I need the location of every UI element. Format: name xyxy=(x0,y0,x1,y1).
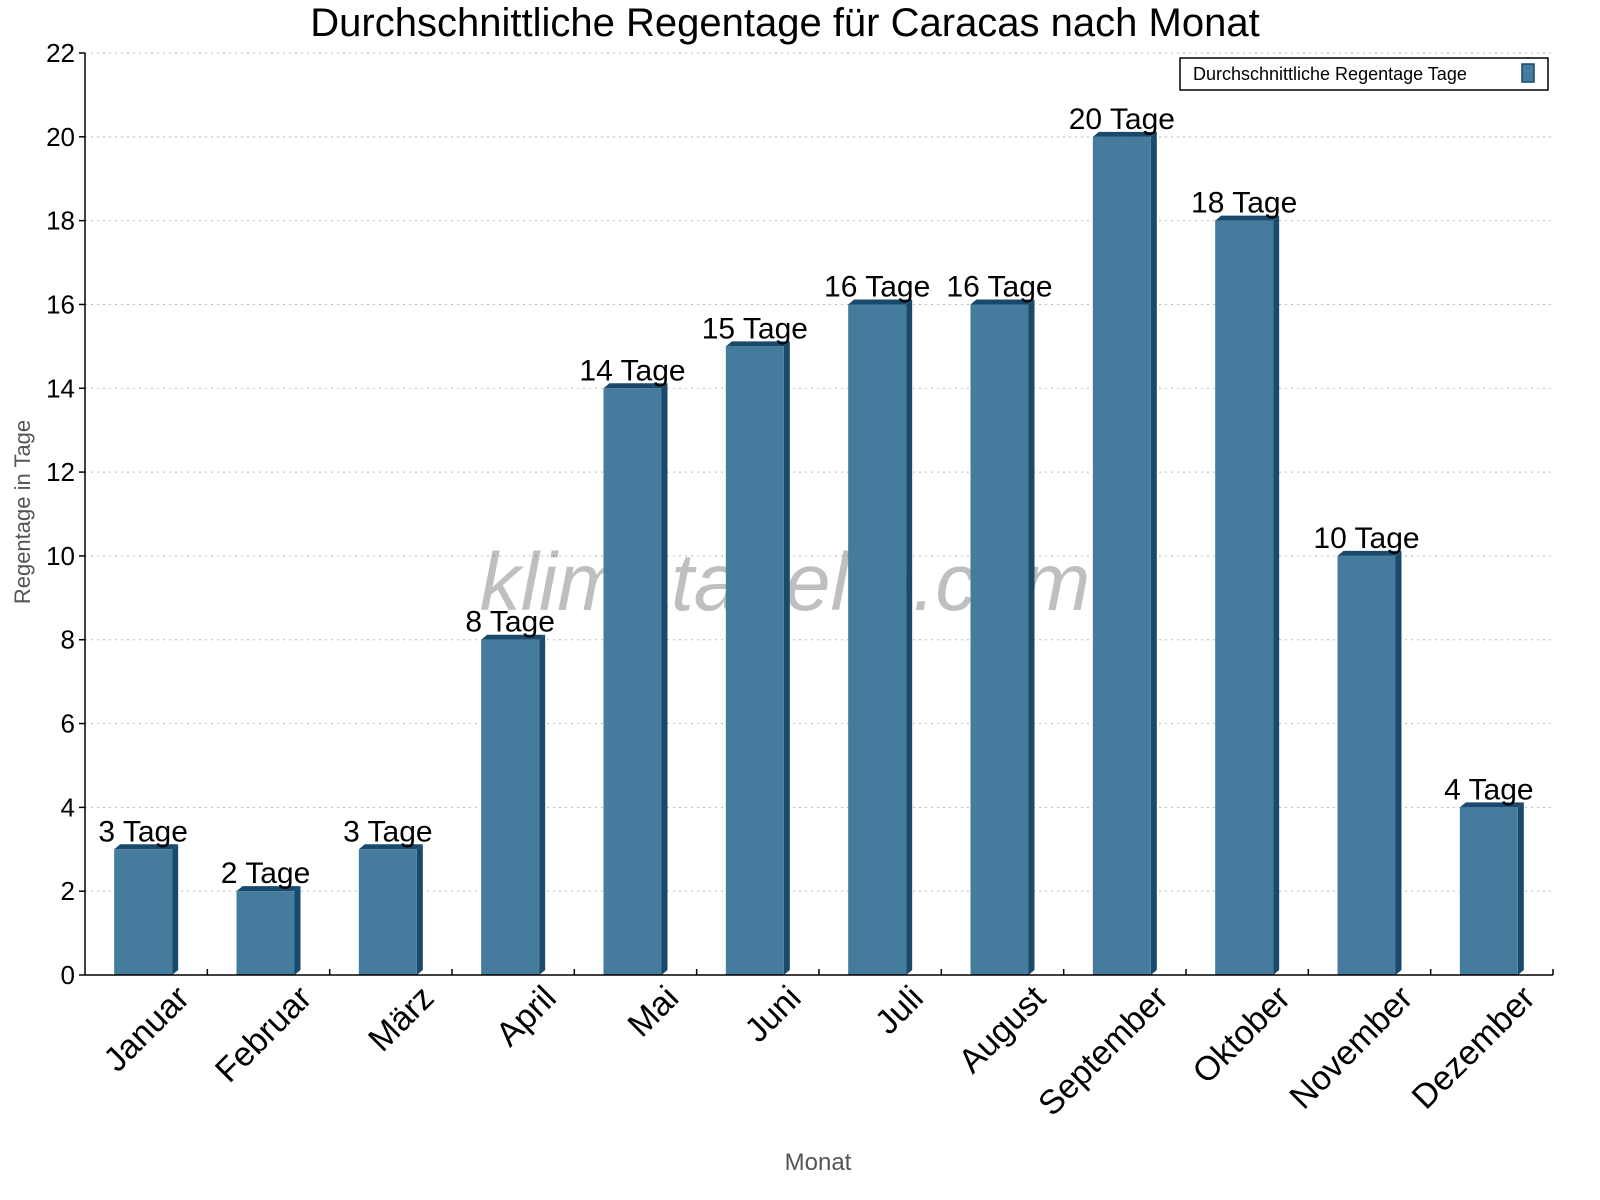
y-tick-label: 16 xyxy=(46,289,75,319)
data-label: 10 Tage xyxy=(1313,522,1419,555)
bar-top xyxy=(970,299,1035,305)
bar-side xyxy=(539,634,546,975)
bar-side xyxy=(172,844,179,975)
bar-top xyxy=(1459,802,1524,808)
bar-top xyxy=(114,844,179,850)
y-tick-label: 22 xyxy=(46,38,75,68)
data-label: 2 Tage xyxy=(221,857,311,890)
bar xyxy=(114,849,173,975)
y-tick-label: 8 xyxy=(61,625,75,655)
data-label: 18 Tage xyxy=(1191,187,1297,220)
x-tick-label: Januar xyxy=(96,979,196,1079)
bar xyxy=(1459,807,1518,975)
x-tick-label: Mai xyxy=(621,979,687,1045)
bar-side xyxy=(294,886,301,975)
bar xyxy=(358,849,417,975)
bar-top xyxy=(1092,131,1157,137)
bar-side xyxy=(1028,299,1035,975)
bar-top xyxy=(236,886,301,892)
legend-swatch xyxy=(1521,63,1535,83)
x-tick-label: Februar xyxy=(208,979,319,1090)
y-tick-label: 18 xyxy=(46,206,75,236)
y-tick-label: 14 xyxy=(46,373,75,403)
bar-side xyxy=(1517,802,1524,975)
bar xyxy=(1215,220,1274,976)
chart-title: Durchschnittliche Regentage für Caracas … xyxy=(310,1,1259,45)
bar xyxy=(1337,555,1396,975)
x-tick-label: September xyxy=(1031,979,1175,1123)
legend-label: Durchschnittliche Regentage Tage xyxy=(1193,64,1467,84)
bar xyxy=(725,346,784,975)
data-label: 20 Tage xyxy=(1069,103,1175,136)
y-tick-label: 4 xyxy=(61,792,75,822)
y-axis-label: Regentage in Tage xyxy=(10,420,35,604)
data-label: 3 Tage xyxy=(343,815,433,848)
bar-top xyxy=(481,634,546,640)
bar-top xyxy=(358,844,423,850)
x-tick-label: August xyxy=(951,978,1053,1080)
bar xyxy=(236,891,295,975)
x-axis-label: Monat xyxy=(785,1149,852,1176)
data-label: 16 Tage xyxy=(824,270,930,303)
bars: 3 Tage 2 Tage 3 Tage 8 Tage 14 Tage 15 Tage 16… xyxy=(98,103,1534,976)
data-label: 3 Tage xyxy=(98,815,188,848)
bar-side xyxy=(906,299,913,975)
bar-top xyxy=(848,299,913,305)
bar-side xyxy=(416,844,423,975)
y-tick-label: 2 xyxy=(61,876,75,906)
bar xyxy=(481,639,540,975)
data-label: 14 Tage xyxy=(579,354,685,387)
gridlines xyxy=(85,52,1553,892)
bar-top xyxy=(1215,215,1280,221)
x-tick-label: März xyxy=(361,979,441,1059)
data-label: 16 Tage xyxy=(946,270,1052,303)
legend: Durchschnittliche Regentage Tage xyxy=(1179,57,1549,91)
x-tick-label: Oktober xyxy=(1185,979,1297,1091)
data-label: 4 Tage xyxy=(1444,773,1534,806)
bar-side xyxy=(1150,131,1157,975)
data-label: 15 Tage xyxy=(702,312,808,345)
bar xyxy=(970,304,1029,975)
bar-top xyxy=(1337,550,1402,556)
bar-side xyxy=(1273,215,1280,976)
y-tick-label: 0 xyxy=(61,960,75,990)
data-label: 8 Tage xyxy=(465,606,555,639)
bar xyxy=(1092,136,1151,975)
x-tick-label: November xyxy=(1282,979,1420,1117)
bar-side xyxy=(783,341,790,975)
x-tick-label: Dezember xyxy=(1405,979,1543,1117)
bar xyxy=(603,388,662,976)
y-tick-label: 20 xyxy=(46,122,75,152)
y-tick-label: 6 xyxy=(61,709,75,739)
bar-side xyxy=(661,383,668,976)
bar-top xyxy=(725,341,790,347)
bar xyxy=(848,304,907,975)
bar-side xyxy=(1395,550,1402,975)
x-tick-label: Juni xyxy=(738,979,809,1050)
y-tick-label: 10 xyxy=(46,541,75,571)
x-tick-label: Juli xyxy=(868,979,931,1042)
y-tick-label: 12 xyxy=(46,457,75,487)
bar-top xyxy=(603,383,668,389)
x-tick-label: April xyxy=(489,979,564,1054)
